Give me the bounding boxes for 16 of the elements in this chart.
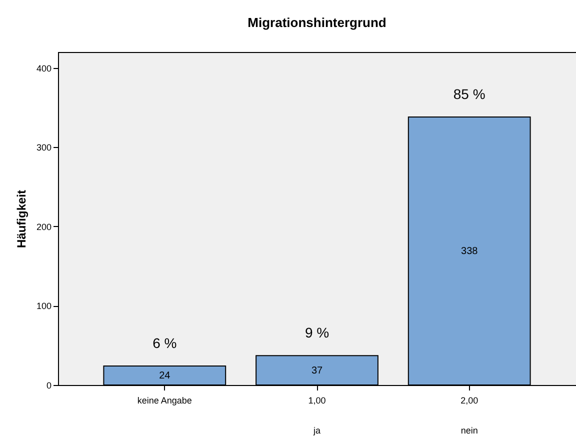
- data-label: 338: [461, 246, 478, 258]
- annotation: 85 %: [453, 86, 486, 102]
- data-label: 37: [311, 365, 323, 376]
- y-tick-label: 200: [36, 222, 52, 232]
- category-label: 2,00 nein: [460, 396, 478, 436]
- y-tick-label: 0: [46, 380, 52, 390]
- annotation: 6 %: [152, 334, 177, 351]
- y-tick-label: 100: [36, 301, 52, 312]
- y-tick-label: 300: [36, 142, 52, 153]
- y-tick-label: 400: [36, 63, 52, 74]
- category-label: 1,00 ja: [308, 396, 326, 436]
- chart-title: Migrationshintergrund: [248, 15, 386, 30]
- data-label: 24: [159, 370, 171, 382]
- x-tick-label: keine Angabe: [137, 396, 192, 406]
- y-axis-title: Häufigkeit: [14, 190, 28, 248]
- annotation: 9 %: [304, 324, 330, 341]
